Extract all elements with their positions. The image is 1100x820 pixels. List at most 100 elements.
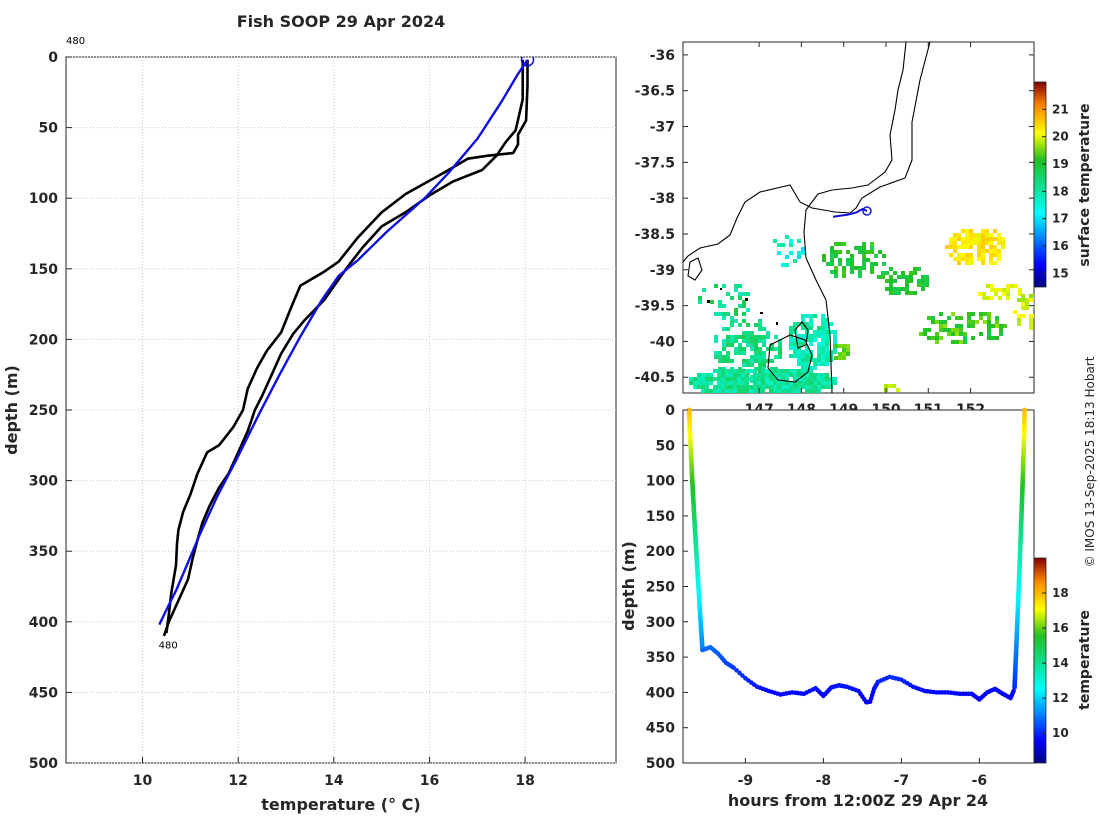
sst-cell	[793, 338, 797, 342]
sst-cell	[953, 245, 957, 249]
sst-cell	[935, 332, 939, 336]
sst-cell	[893, 287, 897, 291]
sst-cell	[846, 250, 850, 254]
sst-cell	[722, 304, 726, 308]
sst-cell	[745, 389, 749, 393]
sst-cell	[846, 352, 850, 356]
map-y-tick-label: -39.5	[635, 299, 675, 315]
sst-cell	[874, 254, 878, 258]
sst-cell	[722, 347, 726, 351]
sst-cell	[746, 363, 750, 367]
annotation-label: 480	[66, 36, 85, 47]
sst-cell	[765, 369, 769, 373]
sst-cell	[789, 326, 793, 330]
section-points	[686, 407, 1028, 705]
sst-cell	[1006, 296, 1010, 300]
sst-cell	[985, 233, 989, 237]
sst-cell	[769, 373, 773, 377]
sst-cell	[838, 258, 842, 262]
sst-cell	[770, 343, 774, 347]
map-y-tick-label: -38.5	[635, 227, 675, 243]
sst-cell	[939, 312, 943, 316]
sst-cell	[769, 381, 773, 385]
sst-cell	[717, 369, 721, 373]
profile-ylabel: depth (m)	[2, 365, 21, 455]
sst-cell	[797, 251, 801, 255]
sst-cell	[721, 377, 725, 381]
map-y-tick-label: -40.5	[635, 370, 675, 386]
sst-cell	[721, 373, 725, 377]
sst-cell	[909, 291, 913, 295]
sec-y-tick-label: 200	[646, 544, 675, 560]
sst-cell	[977, 245, 981, 249]
sst-cell	[762, 335, 766, 339]
sst-cell	[797, 385, 801, 389]
sst-cell	[809, 338, 813, 342]
sst-cell	[975, 320, 979, 324]
sst-cell	[842, 242, 846, 246]
sst-cell	[781, 369, 785, 373]
start-marker	[520, 57, 535, 67]
sst-cell	[785, 255, 789, 259]
sst-cell	[785, 235, 789, 239]
sst-cell	[842, 274, 846, 278]
sst-cell	[734, 351, 738, 355]
sec-y-tick-label: 300	[646, 615, 675, 631]
sst-cell	[750, 335, 754, 339]
sst-cell	[999, 328, 1003, 332]
sst-cell	[753, 385, 757, 389]
sst-cell	[761, 389, 765, 393]
sst-cell	[713, 389, 717, 393]
sst-cell	[858, 250, 862, 254]
sst-cell	[809, 381, 813, 385]
sst-cell	[989, 233, 993, 237]
map-y-tick-label: -36.5	[635, 84, 675, 100]
sst-cell	[813, 381, 817, 385]
sst-cell	[801, 342, 805, 346]
sst-cell	[742, 300, 746, 304]
sst-cell	[738, 296, 742, 300]
sst-cell	[829, 322, 833, 326]
sst-cell	[769, 389, 773, 393]
sst-cell	[1018, 288, 1022, 292]
sec-y-tick-label: 250	[646, 580, 675, 596]
sst-cell	[965, 257, 969, 261]
sst-cell	[726, 327, 730, 331]
sst-cell	[1017, 318, 1021, 322]
sst-cell	[981, 253, 985, 257]
sst-cell	[734, 347, 738, 351]
sst-cell	[813, 362, 817, 366]
sst-cell	[741, 385, 745, 389]
sst-cell	[951, 332, 955, 336]
sst-cell	[714, 339, 718, 343]
sst-cell	[989, 253, 993, 257]
sst-cell	[789, 338, 793, 342]
sst-cell	[982, 296, 986, 300]
sst-cell	[722, 316, 726, 320]
sst-cell	[801, 373, 805, 377]
sst-cell	[834, 344, 838, 348]
sst-cell	[969, 237, 973, 241]
sst-cell	[766, 331, 770, 335]
sst-cell	[850, 270, 854, 274]
map-colorbar-tick-label: 15	[1052, 266, 1069, 280]
sst-cell	[921, 275, 925, 279]
sst-cell	[846, 258, 850, 262]
sst-cell	[870, 250, 874, 254]
sst-cell	[714, 312, 718, 316]
sst-cell	[718, 355, 722, 359]
sst-cell	[718, 300, 722, 304]
sst-cell	[1017, 314, 1021, 318]
sec-y-tick-label: 350	[646, 650, 675, 666]
sst-cell	[987, 332, 991, 336]
sst-cell	[994, 292, 998, 296]
sst-cell	[889, 291, 893, 295]
sst-cell	[957, 261, 961, 265]
sst-cell	[746, 308, 750, 312]
sst-cell	[789, 243, 793, 247]
sst-cell	[995, 316, 999, 320]
kings-island	[687, 257, 703, 281]
sst-cell	[1029, 318, 1033, 322]
annotation-label: 480	[159, 640, 178, 651]
sst-cell	[777, 243, 781, 247]
